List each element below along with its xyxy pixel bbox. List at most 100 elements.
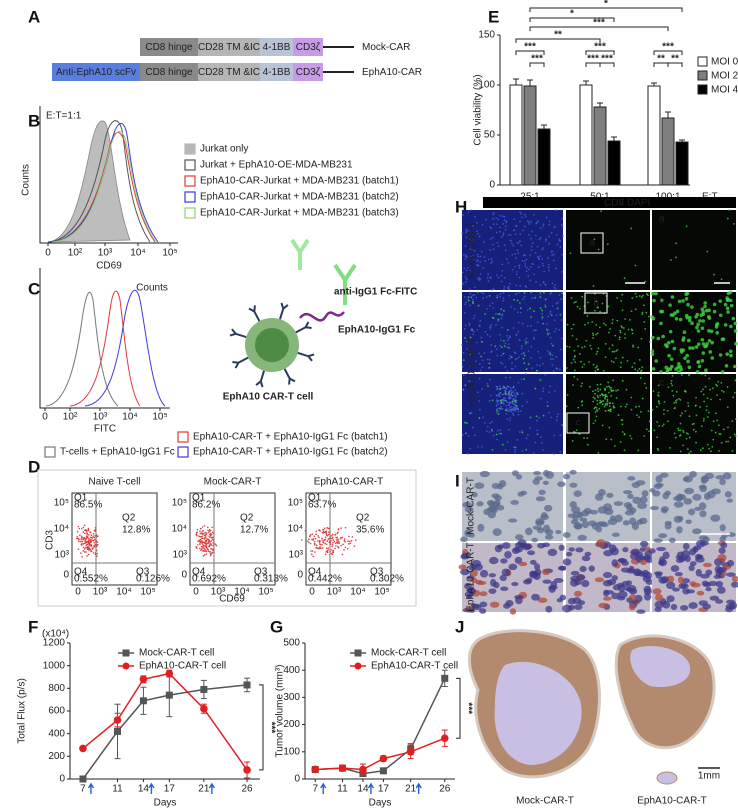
stain-dot	[502, 309, 505, 312]
nucleus	[468, 532, 475, 538]
stain-dot	[619, 366, 622, 369]
stain-dot	[735, 435, 737, 437]
nucleus	[652, 490, 661, 497]
stain-dot	[489, 328, 492, 330]
stain-dot	[466, 266, 469, 269]
stain-dot	[683, 356, 687, 361]
stain-dot	[685, 313, 689, 318]
stain-dot	[530, 316, 532, 318]
stain-dot	[492, 288, 495, 291]
event-dot	[200, 545, 203, 548]
legend-label: Jurkat + EphA10-OE-MDA-MB231	[200, 160, 353, 171]
stain-dot	[505, 220, 508, 222]
event-dot	[96, 552, 99, 555]
stain-dot	[523, 362, 526, 365]
stain-dot	[558, 368, 561, 371]
inset-box	[566, 412, 590, 434]
stain-dot	[572, 384, 574, 386]
y-tick-label: 10³	[289, 550, 304, 561]
scale-label: 1mm	[698, 771, 720, 782]
event-dot	[214, 543, 217, 546]
stain-dot	[469, 270, 472, 273]
section-label: EphA10-CAR-T	[637, 796, 706, 807]
stain-dot	[555, 233, 558, 236]
stain-dot	[674, 400, 677, 402]
stain-dot	[657, 449, 660, 451]
stain-dot	[514, 224, 517, 227]
stain-dot	[548, 235, 551, 238]
stain-dot	[671, 389, 674, 392]
stain-dot	[733, 433, 736, 436]
stain-dot	[517, 410, 520, 413]
stain-dot	[729, 324, 733, 329]
stain-dot	[490, 350, 493, 353]
stain-dot	[589, 344, 592, 347]
legend-swatch	[697, 56, 708, 67]
stain-dot	[523, 292, 526, 295]
stain-dot	[607, 305, 610, 308]
stain-dot	[468, 288, 471, 291]
event-dot	[83, 524, 86, 526]
stain-dot	[529, 279, 531, 282]
stain-dot	[597, 248, 600, 251]
stain-dot	[515, 334, 518, 337]
event-dot	[80, 552, 82, 554]
quadrant-value: 63.7%	[308, 500, 336, 511]
stain-dot	[550, 232, 553, 234]
event-dot	[199, 538, 202, 541]
stain-dot	[559, 450, 562, 453]
event-dot	[90, 545, 92, 547]
y-tick-label: 10⁴	[54, 524, 69, 535]
nucleus	[716, 586, 726, 594]
stain-dot	[503, 339, 505, 342]
x-tick-label: 0	[45, 248, 51, 259]
y-tick-label: 600	[48, 706, 65, 717]
stain-dot	[525, 266, 528, 269]
stain-dot	[554, 267, 557, 270]
stain-dot	[472, 330, 475, 333]
x-tick-label: 10³	[327, 587, 342, 598]
event-dot	[80, 538, 83, 540]
stain-dot	[552, 369, 555, 372]
stain-dot	[498, 407, 501, 410]
stain-dot	[671, 384, 674, 387]
stain-dot	[497, 218, 500, 221]
stain-dot	[480, 250, 483, 253]
stain-dot	[468, 324, 471, 327]
stain-dot	[472, 317, 475, 320]
nucleus	[542, 568, 550, 576]
stain-dot	[527, 275, 530, 278]
stain-dot	[488, 399, 491, 402]
schematic-label: EphA10-IgG1 Fc	[338, 325, 416, 336]
nucleus	[464, 506, 474, 513]
stain-dot	[573, 349, 576, 352]
stain-dot	[475, 230, 478, 233]
stain-dot	[504, 397, 507, 399]
x-tick-label: 17	[164, 784, 176, 795]
event-dot	[311, 533, 314, 535]
nucleus	[536, 542, 546, 549]
event-dot	[341, 553, 344, 556]
stain-dot	[486, 333, 489, 336]
stain-dot	[640, 296, 643, 298]
stain-dot	[553, 330, 556, 333]
plot-title: Naive T-cell	[88, 477, 140, 488]
stain-dot	[621, 309, 624, 312]
event-dot	[205, 539, 207, 542]
stain-dot	[521, 450, 524, 452]
stain-dot	[472, 426, 474, 429]
stain-dot	[668, 329, 673, 334]
stain-dot	[501, 269, 504, 272]
stain-dot	[529, 307, 532, 310]
event-dot	[195, 533, 197, 536]
stain-dot	[500, 346, 503, 349]
quadrant-value: 86.2%	[192, 500, 220, 511]
stain-dot	[611, 318, 614, 321]
event-dot	[201, 532, 203, 535]
nucleus	[490, 578, 497, 587]
stain-dot	[531, 297, 534, 300]
stain-dot	[632, 345, 635, 348]
stain-dot	[557, 301, 559, 304]
event-dot	[84, 540, 86, 542]
domain	[260, 38, 293, 56]
